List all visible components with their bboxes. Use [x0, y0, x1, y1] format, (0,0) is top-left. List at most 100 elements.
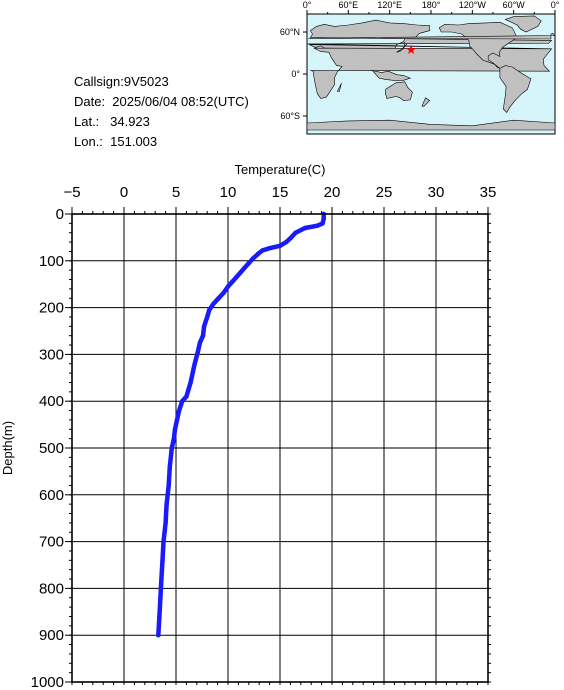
profile-point — [315, 223, 320, 228]
profile-point — [201, 324, 207, 329]
profile-point — [176, 408, 182, 413]
profile-point — [195, 349, 201, 355]
profile-point — [288, 236, 293, 241]
map-land-africa — [310, 47, 553, 99]
profile-point — [188, 380, 193, 385]
profile-point — [180, 399, 185, 404]
map-lon-label: 60°E — [339, 0, 359, 10]
station-marker-star-icon: ★ — [405, 42, 417, 57]
map-land-indonesia — [371, 69, 412, 81]
latitude-text: Lat.: 34.923 — [74, 114, 150, 129]
profile-point — [200, 333, 206, 338]
profile-point — [260, 248, 265, 253]
map-latitude-labels: 60°N 0° 60°S — [280, 27, 301, 121]
map-lon-label: 120°E — [377, 0, 402, 10]
profile-point — [205, 314, 210, 320]
profile-point — [174, 417, 180, 423]
x-tick-label: 0 — [120, 184, 128, 201]
station-info: Callsign:9V5023 Date: 2025/06/04 08:52(U… — [74, 72, 249, 152]
profile-point — [192, 361, 197, 366]
profile-point — [156, 633, 161, 638]
x-tick-label: 10 — [220, 184, 237, 201]
profile-point — [229, 279, 235, 285]
profile-point — [320, 221, 325, 226]
x-tick-label: 35 — [480, 184, 497, 201]
map-lat-label: 0° — [291, 69, 300, 79]
map-lon-label: 180° — [422, 0, 441, 10]
map-land-new-zealand — [421, 97, 431, 107]
x-tick-label: 30 — [428, 184, 445, 201]
profile-point — [190, 370, 195, 376]
x-tick-label: 25 — [376, 184, 393, 201]
profile-point — [242, 265, 247, 271]
profile-point — [284, 239, 289, 245]
map-lat-label: 60°S — [280, 111, 300, 121]
profile-point — [166, 483, 171, 488]
y-tick-label: 900 — [39, 627, 64, 644]
y-tick-label: 0 — [56, 206, 64, 223]
map-land-antarctica — [306, 119, 556, 131]
profile-point — [216, 296, 221, 301]
profile-point — [184, 394, 189, 399]
map-land-australia — [385, 81, 413, 101]
profile-point — [167, 464, 172, 469]
profile-point — [302, 225, 308, 231]
callsign-text: Callsign:9V5023 — [74, 74, 169, 89]
y-tick-label: 300 — [39, 346, 64, 363]
map-lat-label: 60°N — [280, 27, 300, 37]
profile-point — [277, 243, 283, 249]
profile-point — [238, 270, 243, 275]
x-axis-title: Temperature(C) — [234, 162, 325, 177]
map-landmasses — [306, 15, 556, 131]
profile-point — [158, 595, 163, 600]
temperature-depth-chart: −5 0 5 10 15 20 25 30 35 0 100 200 300 400 500 600 700 8… — [0, 162, 496, 690]
plot-frame — [71, 213, 489, 683]
y-tick-label: 100 — [39, 253, 64, 270]
profile-point — [159, 576, 164, 582]
profile-point — [171, 436, 177, 441]
map-lon-label: 0° — [303, 0, 312, 10]
profile-point — [157, 614, 162, 619]
x-tick-label: −5 — [63, 184, 80, 201]
profile-point — [255, 251, 261, 256]
world-map-inset: 0° 60°E 120°E 180° 120°W 60°W 0° 60°N 0° 60°S ★ — [280, 0, 560, 135]
map-land-greenland — [504, 15, 542, 33]
profile-point — [207, 307, 212, 313]
map-land-uk — [308, 33, 555, 40]
map-land-north-america — [438, 21, 518, 69]
x-tick-label: 20 — [324, 184, 341, 201]
y-tick-labels: 0 100 200 300 400 500 600 700 800 900 1000 — [31, 206, 64, 690]
profile-point — [221, 290, 227, 295]
map-longitude-labels: 0° 60°E 120°E 180° 120°W 60°W 0° — [303, 0, 560, 10]
y-tick-label: 700 — [39, 534, 64, 551]
profile-point — [321, 216, 326, 221]
y-tick-label: 800 — [39, 580, 64, 597]
profile-point — [197, 340, 203, 345]
profile-point — [161, 539, 166, 544]
map-land-japan — [396, 41, 408, 53]
profile-point — [186, 387, 191, 392]
profile-point — [267, 245, 272, 251]
date-text: Date: 2025/06/04 08:52(UTC) — [74, 94, 249, 109]
y-tick-label: 400 — [39, 393, 64, 410]
profile-point — [164, 501, 169, 507]
y-tick-label: 200 — [39, 300, 64, 317]
profile-point — [160, 558, 165, 563]
map-ticks — [303, 10, 556, 117]
profile-point — [169, 445, 175, 451]
y-tick-label: 1000 — [31, 674, 64, 690]
x-tick-label: 15 — [272, 184, 289, 201]
profile-point — [234, 274, 239, 280]
map-land-south-america — [499, 65, 532, 113]
y-tick-label: 600 — [39, 487, 64, 504]
profile-point — [225, 284, 231, 289]
map-lon-label: 60°W — [503, 0, 526, 10]
x-tick-label: 5 — [172, 184, 180, 201]
map-lon-label: 120°W — [459, 0, 487, 10]
y-tick-label: 500 — [39, 440, 64, 457]
profile-point — [246, 260, 251, 266]
profile-point — [211, 301, 216, 307]
profile-point — [293, 230, 298, 235]
map-lon-label: 0° — [551, 0, 560, 10]
